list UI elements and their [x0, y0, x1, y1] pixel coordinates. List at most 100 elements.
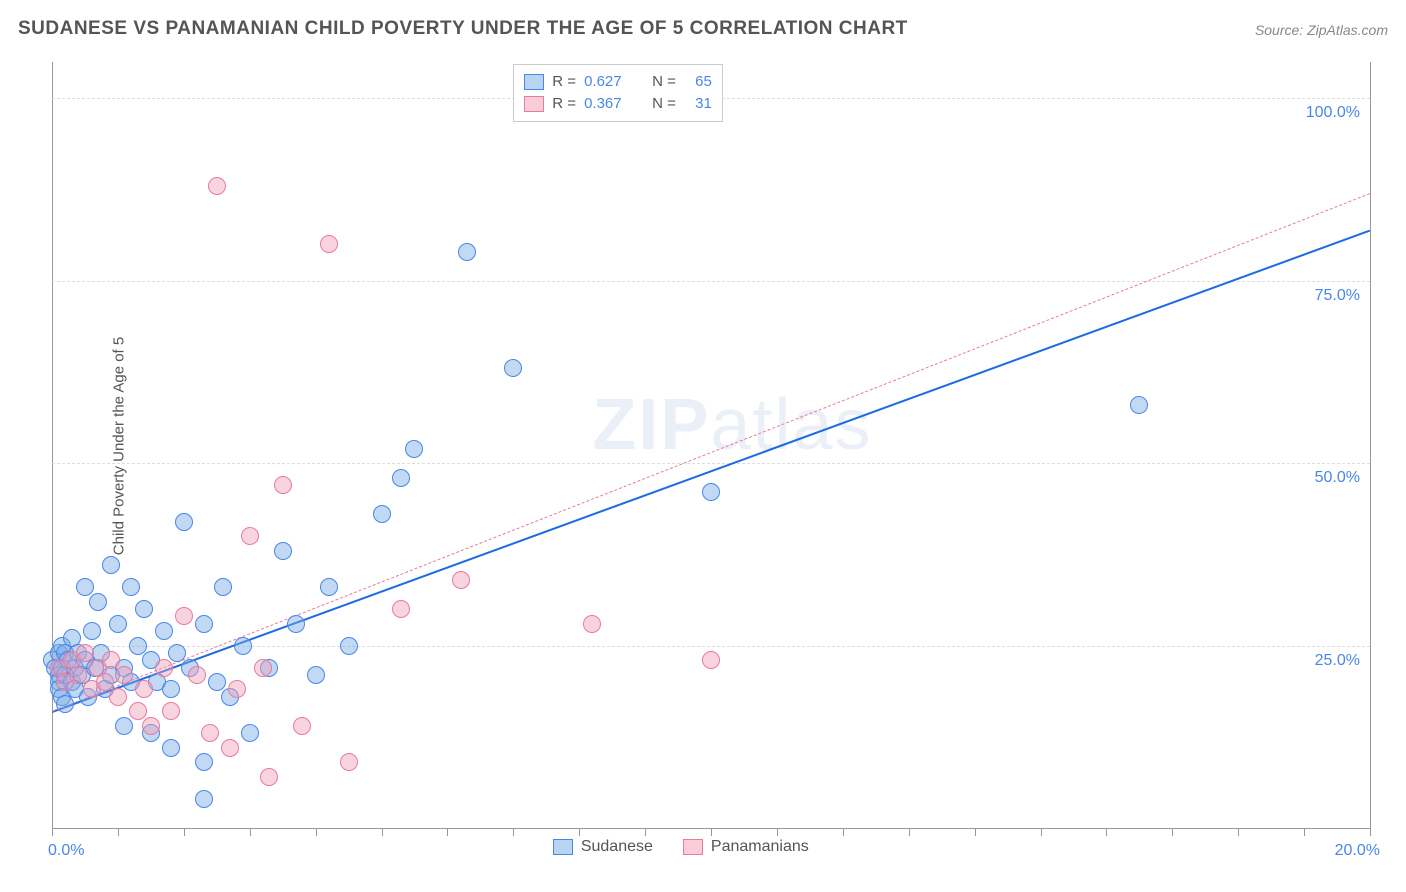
- x-tick: [250, 828, 251, 836]
- data-point: [392, 469, 410, 487]
- plot-area: ZIPatlas 25.0%50.0%75.0%100.0%0.0%20.0%R…: [52, 62, 1370, 828]
- data-point: [274, 476, 292, 494]
- watermark: ZIPatlas: [592, 384, 872, 466]
- data-point: [392, 600, 410, 618]
- legend-r-label: R =: [552, 71, 576, 93]
- chart-title: SUDANESE VS PANAMANIAN CHILD POVERTY UND…: [18, 18, 908, 40]
- legend-series-label: Panamanians: [711, 838, 809, 856]
- data-point: [1130, 396, 1148, 414]
- legend-swatch: [524, 96, 544, 112]
- x-tick: [1370, 828, 1371, 836]
- data-point: [89, 593, 107, 611]
- data-point: [83, 622, 101, 640]
- data-point: [274, 542, 292, 560]
- data-point: [129, 702, 147, 720]
- x-tick: [777, 828, 778, 836]
- data-point: [135, 600, 153, 618]
- data-point: [188, 666, 206, 684]
- x-tick: [579, 828, 580, 836]
- data-point: [201, 724, 219, 742]
- legend-stats-row: R =0.367N =31: [524, 93, 712, 115]
- x-tick: [513, 828, 514, 836]
- data-point: [307, 666, 325, 684]
- data-point: [320, 578, 338, 596]
- data-point: [162, 702, 180, 720]
- data-point: [583, 615, 601, 633]
- data-point: [373, 505, 391, 523]
- x-tick: [447, 828, 448, 836]
- data-point: [340, 753, 358, 771]
- data-point: [162, 739, 180, 757]
- data-point: [458, 243, 476, 261]
- legend-series-item: Panamanians: [683, 838, 809, 856]
- x-tick: [382, 828, 383, 836]
- data-point: [260, 768, 278, 786]
- data-point: [504, 359, 522, 377]
- legend-swatch: [683, 839, 703, 855]
- y-tick-label: 75.0%: [1300, 287, 1360, 305]
- trend-line: [52, 193, 1370, 712]
- data-point: [168, 644, 186, 662]
- legend-r-value: 0.627: [584, 71, 634, 93]
- legend-stats: R =0.627N =65R =0.367N =31: [513, 64, 723, 122]
- x-tick-label: 0.0%: [48, 842, 84, 860]
- grid-line: [52, 281, 1370, 282]
- legend-swatch: [553, 839, 573, 855]
- x-tick: [316, 828, 317, 836]
- data-point: [175, 513, 193, 531]
- data-point: [195, 615, 213, 633]
- legend-n-label: N =: [652, 71, 676, 93]
- data-point: [96, 673, 114, 691]
- data-point: [208, 673, 226, 691]
- x-tick: [711, 828, 712, 836]
- data-point: [293, 717, 311, 735]
- legend-n-label: N =: [652, 93, 676, 115]
- x-tick: [1106, 828, 1107, 836]
- data-point: [135, 680, 153, 698]
- x-tick: [1041, 828, 1042, 836]
- data-point: [340, 637, 358, 655]
- x-tick: [843, 828, 844, 836]
- data-point: [702, 483, 720, 501]
- data-point: [76, 578, 94, 596]
- x-tick-label: 20.0%: [1320, 842, 1380, 860]
- data-point: [122, 578, 140, 596]
- legend-n-value: 65: [684, 71, 712, 93]
- y-tick-label: 100.0%: [1300, 104, 1360, 122]
- x-tick: [1304, 828, 1305, 836]
- data-point: [115, 717, 133, 735]
- data-point: [320, 235, 338, 253]
- data-point: [228, 680, 246, 698]
- data-point: [405, 440, 423, 458]
- legend-r-label: R =: [552, 93, 576, 115]
- data-point: [109, 615, 127, 633]
- x-tick: [645, 828, 646, 836]
- right-axis-line: [1370, 62, 1371, 828]
- data-point: [155, 622, 173, 640]
- data-point: [195, 790, 213, 808]
- data-point: [109, 688, 127, 706]
- data-point: [155, 659, 173, 677]
- x-tick: [184, 828, 185, 836]
- x-tick: [52, 828, 53, 836]
- data-point: [241, 527, 259, 545]
- legend-series: SudanesePanamanians: [553, 838, 809, 856]
- legend-n-value: 31: [684, 93, 712, 115]
- x-tick: [118, 828, 119, 836]
- y-axis-line: [52, 62, 53, 828]
- data-point: [102, 556, 120, 574]
- y-tick-label: 25.0%: [1300, 652, 1360, 670]
- data-point: [221, 739, 239, 757]
- data-point: [175, 607, 193, 625]
- data-point: [208, 177, 226, 195]
- data-point: [76, 644, 94, 662]
- chart-container: SUDANESE VS PANAMANIAN CHILD POVERTY UND…: [0, 0, 1406, 892]
- data-point: [162, 680, 180, 698]
- data-point: [142, 717, 160, 735]
- x-tick: [1238, 828, 1239, 836]
- x-tick: [909, 828, 910, 836]
- grid-line: [52, 463, 1370, 464]
- data-point: [195, 753, 213, 771]
- data-point: [56, 695, 74, 713]
- data-point: [214, 578, 232, 596]
